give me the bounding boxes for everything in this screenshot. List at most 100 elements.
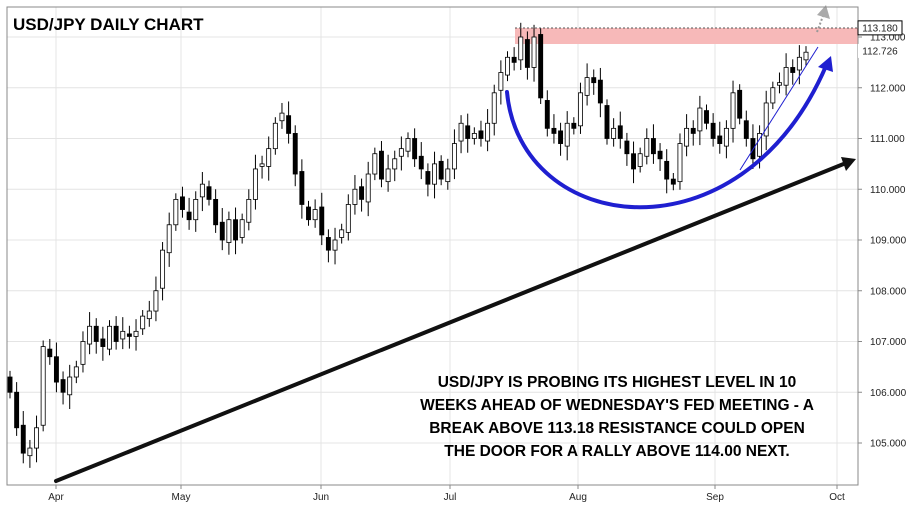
candle-body [531, 36, 537, 68]
candle-body [345, 204, 351, 233]
candle-body [664, 160, 670, 180]
candlestick-series [7, 22, 809, 468]
price-tick-label: 106.000 [870, 388, 907, 399]
candle-body [392, 158, 398, 170]
candle-body [246, 198, 252, 223]
candle-body [279, 112, 285, 122]
candle-body [544, 100, 550, 129]
breakout-arrowhead [817, 5, 830, 19]
candle-body [796, 56, 802, 71]
candle-body [584, 77, 590, 96]
price-tick-label: 111.000 [870, 134, 905, 145]
price-tick-label: 105.000 [870, 439, 907, 450]
time-tick-label: Sep [706, 492, 724, 503]
candle-body [730, 92, 736, 129]
annotation-line: THE DOOR FOR A RALLY ABOVE 114.00 NEXT. [444, 443, 789, 460]
chart-title: USD/JPY DAILY CHART [13, 15, 204, 34]
candle-body [173, 198, 179, 226]
candle-body [113, 325, 119, 342]
resistance-price-tag [857, 20, 903, 36]
candle-body [266, 148, 272, 167]
candle-body [379, 150, 384, 180]
candle-body [286, 115, 292, 134]
candle-body [790, 67, 796, 73]
price-labels: 113.180 112.726 [857, 20, 903, 58]
arc-arrowhead [818, 56, 833, 72]
candle-body [737, 89, 743, 119]
annotation-line: BREAK ABOVE 113.18 RESISTANCE COULD OPEN [429, 420, 805, 437]
candle-body [259, 163, 265, 167]
candle-body [777, 82, 782, 86]
candle-body [657, 150, 663, 160]
candle-body [704, 110, 709, 124]
candle-body [20, 424, 26, 454]
candle-body [505, 56, 510, 76]
candle-body [385, 168, 391, 183]
candle-body [690, 127, 696, 134]
candle-body [425, 171, 431, 185]
price-tick-label: 108.000 [870, 286, 907, 297]
candle-body [524, 39, 530, 68]
candle-body [40, 346, 46, 426]
candle-body [219, 221, 225, 241]
candle-body [166, 224, 172, 254]
candle-body [153, 290, 159, 312]
candle-body [213, 198, 219, 226]
candle-body [604, 105, 610, 139]
candle-body [478, 130, 484, 139]
candle-body [558, 130, 564, 144]
candle-body [160, 249, 166, 289]
candle-body [272, 122, 278, 150]
candle-body [60, 379, 66, 393]
candle-body [591, 77, 597, 84]
candle-body [53, 356, 59, 383]
price-tick-label: 112.000 [870, 83, 906, 94]
candle-body [47, 348, 53, 358]
candle-body [107, 325, 112, 350]
candle-body [438, 160, 444, 180]
candle-body [637, 153, 643, 167]
candle-body [239, 219, 245, 238]
candle-body [511, 56, 517, 63]
candle-body [199, 183, 205, 198]
price-tick-label: 107.000 [870, 337, 907, 348]
candle-body [319, 206, 325, 236]
candle-body [650, 138, 656, 155]
time-tick-label: Jul [444, 492, 457, 503]
candle-body [677, 143, 683, 183]
time-tick-label: Apr [48, 492, 64, 503]
price-tick-label: 109.000 [870, 236, 907, 247]
resistance-price-label: 113.180 [862, 23, 898, 34]
price-tick-label: 110.000 [870, 185, 906, 196]
resistance-band [515, 28, 858, 44]
candle-body [684, 127, 690, 147]
candle-body [312, 209, 318, 221]
candle-body [418, 155, 424, 170]
candle-body [617, 125, 623, 139]
candle-body [498, 72, 504, 91]
candle-body [80, 341, 86, 365]
price-tick-label: 113.000 [870, 33, 906, 44]
annotation-text: USD/JPY IS PROBING ITS HIGHEST LEVEL IN … [420, 374, 814, 460]
candle-body [763, 102, 769, 137]
candle-body [770, 87, 776, 104]
candle-body [697, 107, 703, 132]
candle-body [233, 219, 238, 241]
candle-body [180, 196, 185, 210]
candle-body [93, 325, 99, 342]
candle-body [564, 122, 570, 147]
candle-body [226, 219, 232, 243]
candle-body [485, 122, 491, 142]
candle-body [465, 125, 471, 139]
last-price-tag [858, 43, 902, 58]
candle-body [332, 239, 338, 251]
candle-body [451, 143, 457, 170]
time-tick-label: May [172, 492, 191, 503]
candle-body [432, 163, 437, 185]
annotation-line: WEEKS AHEAD OF WEDNESDAY'S FED MEETING -… [420, 397, 814, 414]
candle-body [133, 330, 139, 337]
candle-body [73, 366, 79, 378]
chart-overlays [54, 5, 858, 483]
time-tick-label: Aug [569, 492, 587, 503]
candle-body [611, 127, 617, 139]
